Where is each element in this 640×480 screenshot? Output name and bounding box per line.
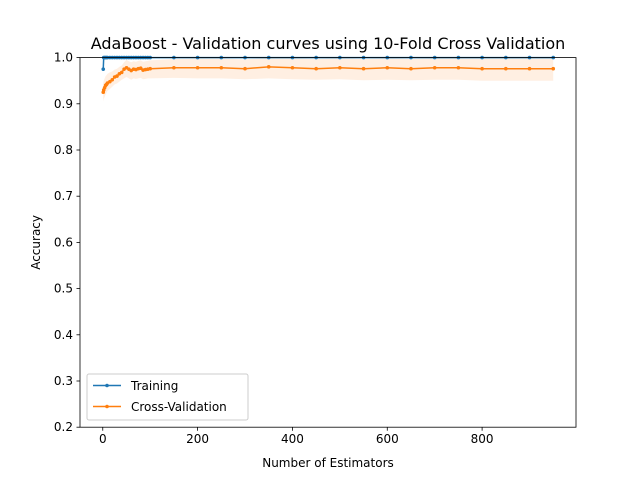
x-tick-label: 0 xyxy=(99,432,107,446)
legend-training-marker xyxy=(105,383,109,388)
y-tick-label: 0.2 xyxy=(54,420,73,434)
cv-point xyxy=(266,65,271,69)
cv-point xyxy=(148,66,152,71)
y-tick-label: 0.6 xyxy=(54,235,73,249)
cv-point xyxy=(551,66,556,71)
x-tick-label: 400 xyxy=(281,432,304,446)
cv-point xyxy=(361,66,366,71)
cv-point xyxy=(527,66,532,71)
legend-training-label: Training xyxy=(130,379,178,393)
legend-box xyxy=(86,373,249,421)
y-axis: 0.2 0.3 0.4 0.5 0.6 0.7 0.8 0.9 1.0 xyxy=(54,51,80,434)
cv-point xyxy=(385,65,390,70)
x-tick-label: 600 xyxy=(376,432,399,446)
cv-point xyxy=(172,65,176,70)
cv-point xyxy=(456,65,461,70)
cv-point xyxy=(243,66,247,71)
y-tick-label: 0.5 xyxy=(54,282,73,296)
y-tick-label: 0.8 xyxy=(54,143,73,157)
y-axis-label: Accuracy xyxy=(29,215,43,270)
y-tick-label: 0.7 xyxy=(54,189,73,203)
cv-point xyxy=(432,65,437,70)
cv-point xyxy=(338,65,342,70)
cv-point xyxy=(480,66,484,71)
cv-std-band-layer xyxy=(103,57,554,102)
legend-cv-marker xyxy=(105,404,109,409)
cv-point xyxy=(504,66,508,71)
legend-cv-label: Cross-Validation xyxy=(131,400,227,414)
cv-point xyxy=(409,66,413,71)
cv-point xyxy=(110,77,115,82)
x-tick-label: 200 xyxy=(186,432,209,446)
cv-point xyxy=(219,65,224,70)
legend: Training Cross-Validation xyxy=(86,373,249,421)
cv-std-band xyxy=(103,57,554,102)
cv-point xyxy=(119,70,124,75)
cv-point xyxy=(195,65,200,70)
y-tick-label: 0.9 xyxy=(54,97,73,111)
y-tick-label: 0.3 xyxy=(54,374,73,388)
cv-point xyxy=(290,65,295,70)
x-axis: 0 200 400 600 800 xyxy=(99,427,494,446)
y-tick-label: 0.4 xyxy=(54,328,73,342)
x-axis-label: Number of Estimators xyxy=(262,456,394,470)
chart-title: AdaBoost - Validation curves using 10-Fo… xyxy=(91,34,566,53)
y-tick-label: 1.0 xyxy=(54,51,73,65)
cv-point xyxy=(314,66,318,71)
x-tick-label: 800 xyxy=(471,432,494,446)
cv-point xyxy=(115,74,119,78)
training-point xyxy=(101,67,106,71)
